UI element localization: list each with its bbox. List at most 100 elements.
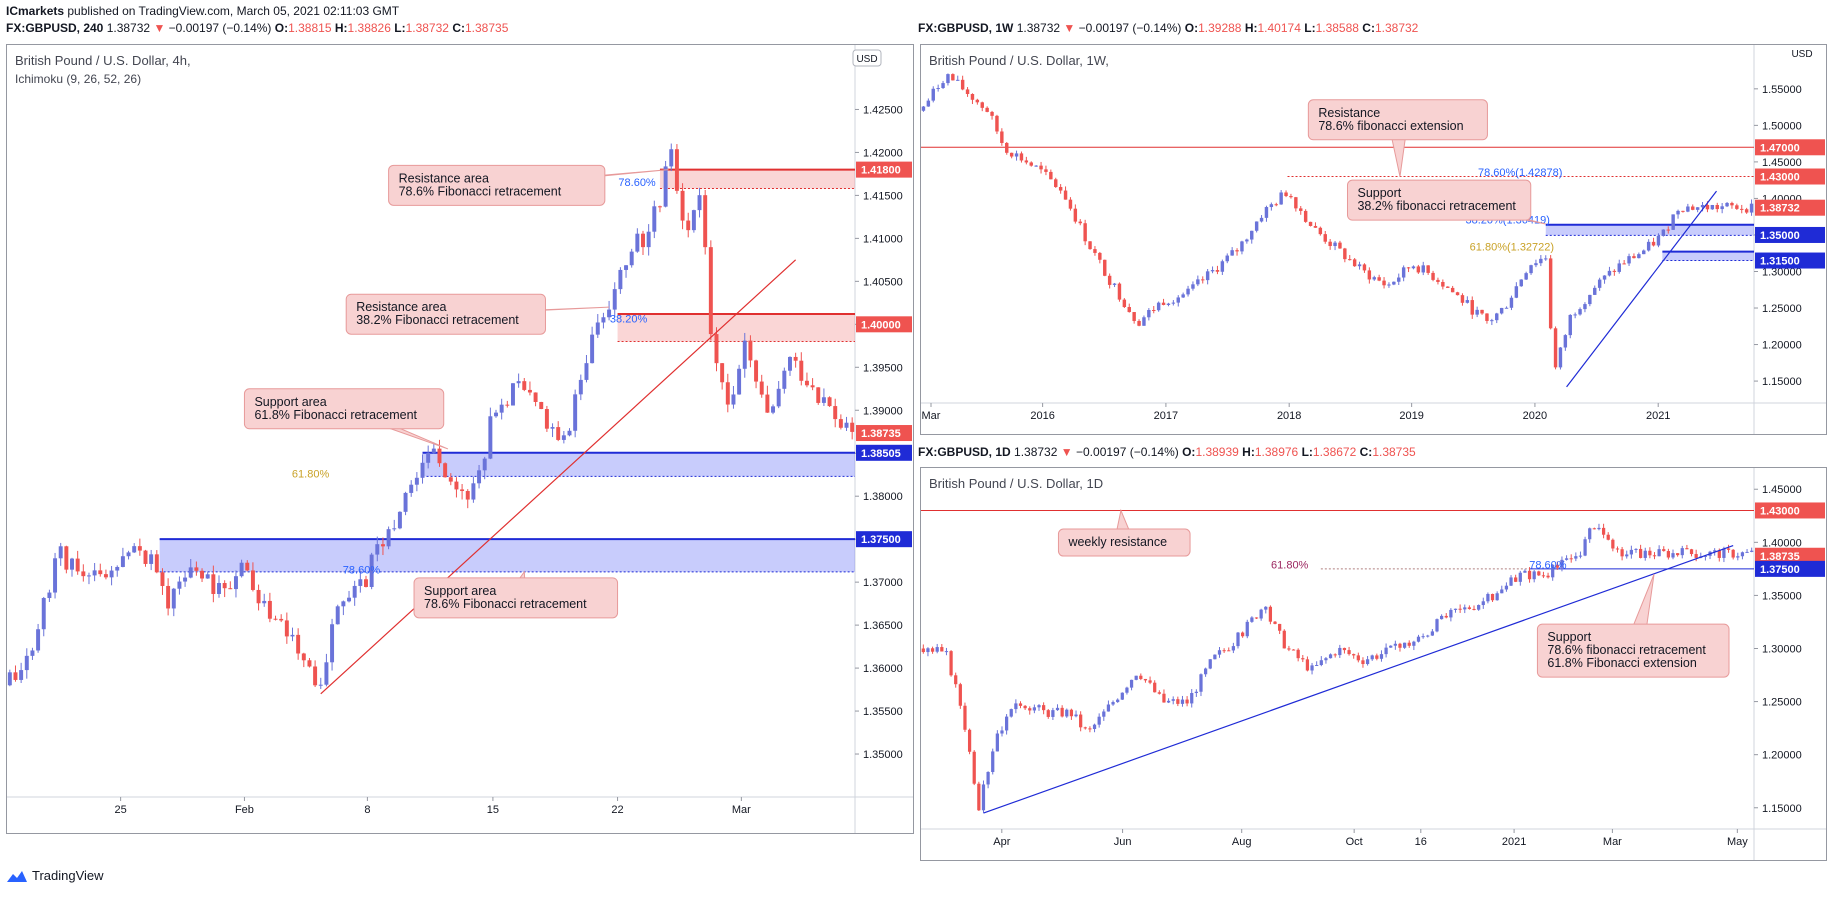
candle [1367, 270, 1372, 280]
callout-text: 61.8% Fibonacci retracement [254, 408, 417, 422]
tradingview-brand[interactable]: TradingView [6, 868, 104, 883]
candle [960, 79, 965, 90]
candle [53, 558, 58, 593]
candle [1611, 539, 1615, 549]
candle [364, 579, 368, 587]
resistance-price-label: 1.43000 [1760, 505, 1800, 517]
y-tick-label: 1.45000 [1762, 484, 1802, 496]
candle [1156, 302, 1161, 311]
candle [1722, 548, 1726, 558]
candle [1407, 642, 1411, 646]
support-zone [159, 539, 855, 572]
left-symbol[interactable]: FX:GBPUSD, 240 [6, 21, 104, 35]
fib-level-label: 61.80% [292, 468, 330, 480]
topright-high: 1.40174 [1257, 21, 1301, 35]
y-tick-label: 1.15000 [1762, 376, 1802, 388]
callout-text: 61.8% Fibonacci extension [1547, 656, 1696, 670]
candle [567, 430, 572, 436]
annotation-callout[interactable]: weekly resistance [1057, 508, 1191, 557]
support-price-label: 1.35000 [1760, 230, 1800, 242]
candle [1453, 608, 1458, 610]
candle [1490, 320, 1494, 322]
candle [1181, 294, 1185, 298]
candle [1397, 277, 1401, 282]
candle [1079, 714, 1083, 728]
y-tick-label: 1.36500 [863, 620, 903, 632]
candle [1220, 261, 1225, 272]
candle [1470, 300, 1474, 315]
candle [1106, 704, 1111, 712]
candle [1254, 617, 1259, 619]
y-tick-label: 1.38000 [863, 491, 903, 503]
chart-panel-1d[interactable]: 1.45000 1.40000 1.35000 1.30000 1.25000 1.200… [920, 467, 1827, 861]
candle [1643, 550, 1647, 558]
chart-1d[interactable]: 1.45000 1.40000 1.35000 1.30000 1.25000 1.200… [921, 468, 1826, 860]
candle [1481, 601, 1485, 606]
chart-panel-4h[interactable]: 1.42500 1.42000 1.41500 1.41000 1.40500 1.400… [6, 44, 914, 834]
candle [1393, 643, 1397, 646]
candle [1578, 555, 1583, 557]
candle [307, 660, 312, 667]
chart-panel-1w[interactable]: 1.550001.500001.450001.400001.350001.300… [920, 44, 1827, 435]
candle [1356, 655, 1360, 661]
candle [1308, 221, 1313, 226]
candle [1180, 699, 1185, 704]
candle [1352, 654, 1356, 656]
candle [1092, 724, 1097, 730]
candle [1651, 241, 1656, 246]
candle [1019, 153, 1024, 161]
candle [844, 422, 849, 428]
candle [460, 489, 465, 492]
y-tick-label: 1.20000 [1762, 750, 1802, 762]
candle [1273, 621, 1277, 624]
candle [607, 309, 612, 318]
candle [544, 409, 549, 429]
candle [103, 574, 108, 578]
candle [482, 458, 487, 471]
y-tick-label: 1.50000 [1762, 120, 1802, 132]
left-last-price: 1.38732 [106, 21, 151, 35]
candle [1028, 708, 1032, 711]
x-tick-label: 15 [487, 804, 499, 816]
candle [1134, 675, 1138, 680]
bottomright-symbol[interactable]: FX:GBPUSD, 1D [918, 445, 1011, 459]
candle [431, 448, 436, 453]
candle [965, 89, 970, 95]
candle [494, 412, 498, 417]
candle [1685, 548, 1689, 550]
publisher-name[interactable]: ICmarkets [6, 4, 65, 18]
candle [921, 648, 925, 653]
chart-1w[interactable]: 1.550001.500001.450001.400001.350001.300… [921, 45, 1826, 434]
candle [330, 624, 335, 663]
candle [703, 195, 708, 248]
candle [1245, 239, 1249, 242]
candle [1117, 283, 1122, 300]
candle [1560, 559, 1564, 568]
candle [1657, 549, 1661, 557]
candle [1467, 607, 1472, 609]
candle [941, 83, 945, 89]
fib-level-label: 78.60% [618, 177, 656, 189]
callout-box [243, 388, 445, 430]
y-tick-label: 1.41500 [863, 190, 903, 202]
candle [731, 394, 736, 405]
candle [1680, 548, 1684, 556]
candle [1646, 241, 1651, 251]
currency-button[interactable]: USD [852, 49, 882, 67]
candle [1018, 703, 1023, 706]
candle [1088, 241, 1092, 250]
candle [420, 462, 425, 478]
y-tick-label: 1.40500 [863, 276, 903, 288]
candle [1593, 287, 1597, 295]
chart-4h[interactable]: 1.42500 1.42000 1.41500 1.41000 1.40500 1.400… [7, 45, 913, 833]
topright-symbol[interactable]: FX:GBPUSD, 1W [918, 21, 1014, 35]
candle [1638, 548, 1643, 558]
candle [1208, 659, 1212, 669]
